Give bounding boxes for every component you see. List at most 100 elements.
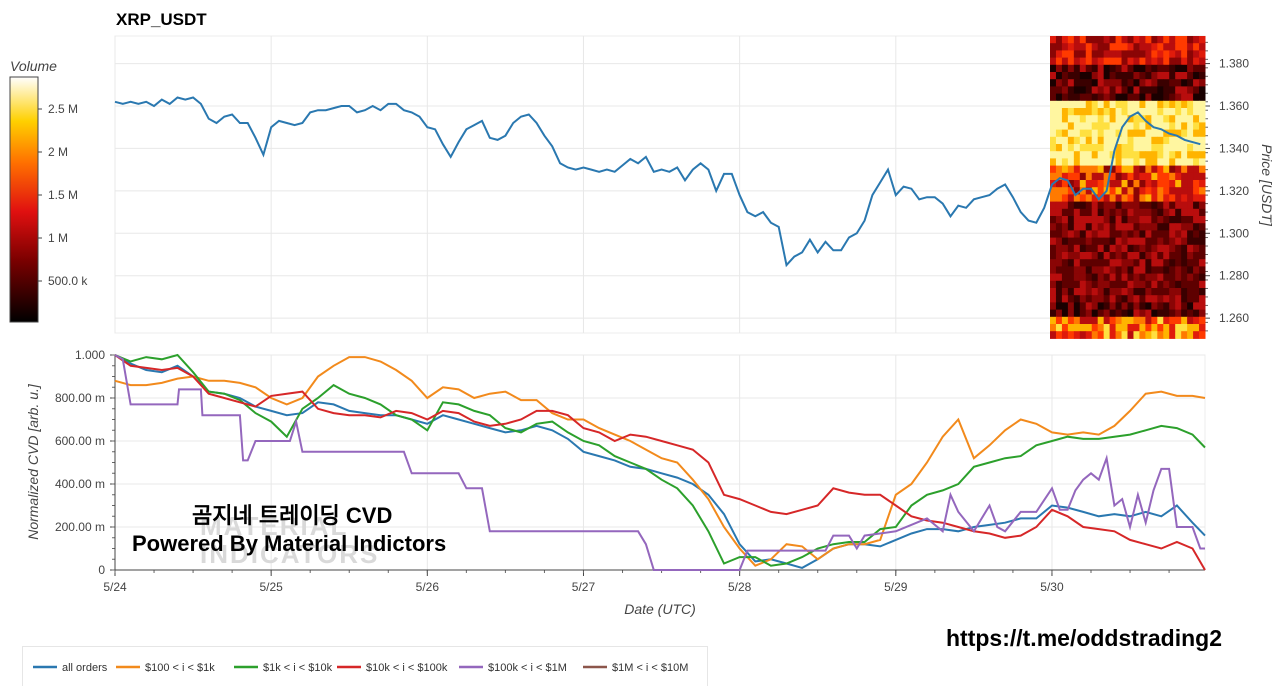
heatmap-cell [1199,158,1206,167]
heatmap-cell [1103,172,1111,181]
heatmap-cell [1199,316,1206,325]
heatmap-cell [1103,244,1111,253]
heatmap-cell [1109,108,1117,116]
heatmap-cell [1091,252,1099,260]
heatmap-cell [1085,100,1093,109]
heatmap-cell [1061,136,1069,145]
heatmap-cell [1091,223,1099,231]
heatmap-cell [1139,331,1146,339]
heatmap-cell [1091,158,1099,167]
heatmap-cell [1050,216,1057,224]
heatmap-cell [1145,93,1152,102]
heatmap-cell [1151,129,1158,138]
heatmap-cell [1085,280,1093,289]
heatmap-cell [1163,230,1170,239]
heatmap-cell [1115,36,1123,44]
heatmap-cell [1133,237,1140,246]
heatmap-cell [1133,216,1140,224]
heatmap-cell [1127,208,1134,217]
heatmap-cell [1067,100,1075,109]
heatmap-cell [1103,144,1111,152]
heatmap-cell [1085,50,1093,59]
heatmap-cell [1097,93,1105,102]
heatmap-cell [1145,151,1152,159]
heatmap-cell [1061,230,1069,239]
heatmap-cell [1133,273,1140,282]
heatmap-cell [1127,273,1134,282]
heatmap-cell [1073,172,1081,181]
heatmap-cell [1199,216,1206,224]
heatmap-cell [1085,331,1093,339]
heatmap-cell [1175,115,1182,123]
heatmap-cell [1103,216,1111,224]
heatmap-cell [1163,273,1170,282]
heatmap-cell [1133,302,1140,311]
heatmap-cell [1163,316,1170,325]
heatmap-cell [1175,324,1182,332]
heatmap-cell [1079,237,1087,246]
heatmap-cell [1121,288,1128,296]
heatmap-cell [1151,64,1158,73]
heatmap-cell [1163,244,1170,253]
heatmap-cell [1121,194,1128,203]
heatmap-cell [1139,165,1146,174]
heatmap-cell [1073,36,1081,44]
heatmap-cell [1163,309,1170,318]
heatmap-cell [1097,208,1105,217]
heatmap-cell [1085,36,1093,44]
heatmap-cell [1157,79,1164,87]
heatmap-cell [1091,208,1099,217]
heatmap-cell [1187,36,1194,44]
heatmap-cell [1193,187,1200,195]
heatmap-cell [1073,180,1081,188]
heatmap-cell [1163,144,1170,152]
heatmap-cell [1067,136,1075,145]
heatmap-cell [1139,266,1146,275]
heatmap-cell [1163,280,1170,289]
heatmap-cell [1187,324,1194,332]
heatmap-cell [1109,129,1117,138]
heatmap-cell [1085,180,1093,188]
heatmap-cell [1050,43,1057,51]
logo-line-1: MATERIAL [200,511,349,541]
heatmap-cell [1115,108,1123,116]
heatmap-cell [1127,115,1134,123]
heatmap-cell [1061,115,1069,123]
heatmap-cell [1121,208,1128,217]
heatmap-cell [1091,151,1099,159]
heatmap-cell [1079,64,1087,73]
heatmap-cell [1163,194,1170,203]
legend-label-5: $1M < i < $10M [612,662,688,674]
heatmap-cell [1121,79,1128,87]
heatmap-cell [1169,64,1176,73]
heatmap-cell [1175,180,1182,188]
heatmap-cell [1085,309,1093,318]
heatmap-cell [1145,288,1152,296]
heatmap-cell [1169,172,1176,181]
heatmap-cell [1091,331,1099,339]
heatmap-cell [1193,122,1200,131]
heatmap-cell [1151,309,1158,318]
heatmap-cell [1109,280,1117,289]
heatmap-cell [1187,244,1194,253]
heatmap-cell [1091,237,1099,246]
heatmap-cell [1109,64,1117,73]
heatmap-cell [1050,316,1057,325]
heatmap-cell [1187,316,1194,325]
heatmap-cell [1157,172,1164,181]
heatmap-cell [1199,324,1206,332]
heatmap-cell [1181,72,1188,80]
heatmap-cell [1061,252,1069,260]
heatmap-cell [1151,259,1158,267]
heatmap-cell [1109,237,1117,246]
legend-label-3: $10k < i < $100k [366,662,448,674]
heatmap-cell [1151,216,1158,224]
heatmap-cell [1157,36,1164,44]
heatmap-cell [1193,57,1200,66]
heatmap-cell [1127,194,1134,203]
heatmap-cell [1050,64,1057,73]
heatmap-cell [1157,273,1164,282]
heatmap-cell [1199,50,1206,59]
heatmap-cell [1187,288,1194,296]
heatmap-cell [1097,57,1105,66]
